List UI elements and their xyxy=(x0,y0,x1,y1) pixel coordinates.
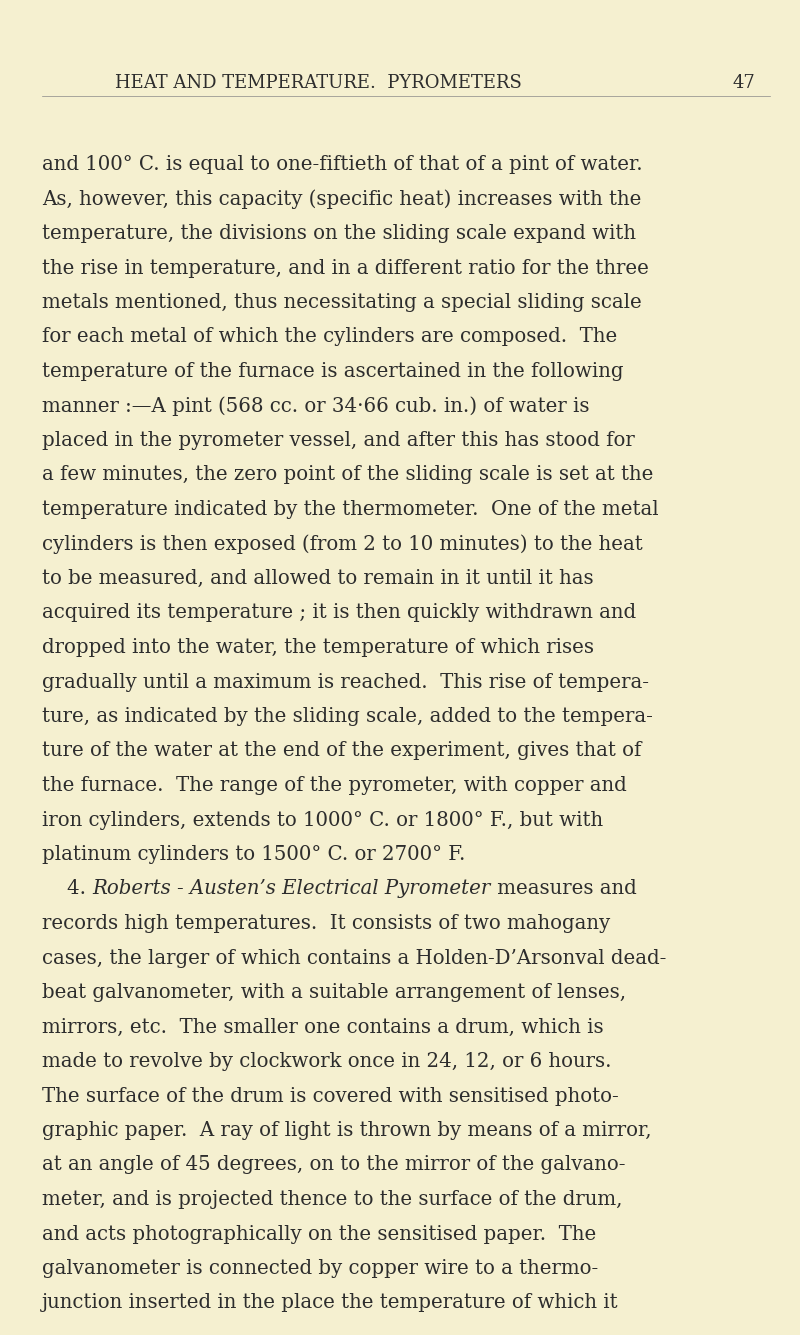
Text: As, however, this capacity (specific heat) increases with the: As, however, this capacity (specific hea… xyxy=(42,190,642,210)
Text: dropped into the water, the temperature of which rises: dropped into the water, the temperature … xyxy=(42,638,594,657)
Text: manner :—A pint (568 cc. or 34·66 cub. in.) of water is: manner :—A pint (568 cc. or 34·66 cub. i… xyxy=(42,396,590,417)
Text: temperature indicated by the thermometer.  One of the metal: temperature indicated by the thermometer… xyxy=(42,501,658,519)
Text: records high temperatures.  It consists of two mahogany: records high temperatures. It consists o… xyxy=(42,914,610,933)
Text: iron cylinders, extends to 1000° C. or 1800° F., but with: iron cylinders, extends to 1000° C. or 1… xyxy=(42,810,603,829)
Text: measures and: measures and xyxy=(490,880,636,898)
Text: a few minutes, the zero point of the sliding scale is set at the: a few minutes, the zero point of the sli… xyxy=(42,466,654,485)
Text: metals mentioned, thus necessitating a special sliding scale: metals mentioned, thus necessitating a s… xyxy=(42,292,642,312)
Text: and acts photographically on the sensitised paper.  The: and acts photographically on the sensiti… xyxy=(42,1224,596,1243)
Text: acquired its temperature ; it is then quickly withdrawn and: acquired its temperature ; it is then qu… xyxy=(42,603,636,622)
Text: at an angle of 45 degrees, on to the mirror of the galvano-: at an angle of 45 degrees, on to the mir… xyxy=(42,1156,626,1175)
Text: meter, and is projected thence to the surface of the drum,: meter, and is projected thence to the su… xyxy=(42,1189,622,1210)
Text: for each metal of which the cylinders are composed.  The: for each metal of which the cylinders ar… xyxy=(42,327,618,347)
Text: placed in the pyrometer vessel, and after this has stood for: placed in the pyrometer vessel, and afte… xyxy=(42,431,634,450)
Text: temperature of the furnace is ascertained in the following: temperature of the furnace is ascertaine… xyxy=(42,362,623,380)
Text: junction inserted in the place the temperature of which it: junction inserted in the place the tempe… xyxy=(42,1294,618,1312)
Text: cases, the larger of which contains a Holden-D’Arsonval dead-: cases, the larger of which contains a Ho… xyxy=(42,948,666,968)
Text: the rise in temperature, and in a different ratio for the three: the rise in temperature, and in a differ… xyxy=(42,259,649,278)
Text: gradually until a maximum is reached.  This rise of tempera-: gradually until a maximum is reached. Th… xyxy=(42,673,649,692)
Text: The surface of the drum is covered with sensitised photo-: The surface of the drum is covered with … xyxy=(42,1087,618,1105)
Text: galvanometer is connected by copper wire to a thermo-: galvanometer is connected by copper wire… xyxy=(42,1259,598,1278)
Text: platinum cylinders to 1500° C. or 2700° F.: platinum cylinders to 1500° C. or 2700° … xyxy=(42,845,466,864)
Text: 47: 47 xyxy=(732,73,755,92)
Text: HEAT AND TEMPERATURE.  PYROMETERS: HEAT AND TEMPERATURE. PYROMETERS xyxy=(115,73,522,92)
Text: temperature, the divisions on the sliding scale expand with: temperature, the divisions on the slidin… xyxy=(42,224,636,243)
Text: cylinders is then exposed (from 2 to 10 minutes) to the heat: cylinders is then exposed (from 2 to 10 … xyxy=(42,534,642,554)
Text: the furnace.  The range of the pyrometer, with copper and: the furnace. The range of the pyrometer,… xyxy=(42,776,626,796)
Text: 4.: 4. xyxy=(42,880,92,898)
Text: graphic paper.  A ray of light is thrown by means of a mirror,: graphic paper. A ray of light is thrown … xyxy=(42,1121,652,1140)
Text: made to revolve by clockwork once in 24, 12, or 6 hours.: made to revolve by clockwork once in 24,… xyxy=(42,1052,611,1071)
Text: ture of the water at the end of the experiment, gives that of: ture of the water at the end of the expe… xyxy=(42,741,642,761)
Text: and 100° C. is equal to one-fiftieth of that of a pint of water.: and 100° C. is equal to one-fiftieth of … xyxy=(42,155,642,174)
Text: to be measured, and allowed to remain in it until it has: to be measured, and allowed to remain in… xyxy=(42,569,594,587)
Text: Roberts - Austen’s Electrical Pyrometer: Roberts - Austen’s Electrical Pyrometer xyxy=(92,880,490,898)
Text: ture, as indicated by the sliding scale, added to the tempera-: ture, as indicated by the sliding scale,… xyxy=(42,708,653,726)
Text: beat galvanometer, with a suitable arrangement of lenses,: beat galvanometer, with a suitable arran… xyxy=(42,983,626,1003)
Text: mirrors, etc.  The smaller one contains a drum, which is: mirrors, etc. The smaller one contains a… xyxy=(42,1017,604,1036)
